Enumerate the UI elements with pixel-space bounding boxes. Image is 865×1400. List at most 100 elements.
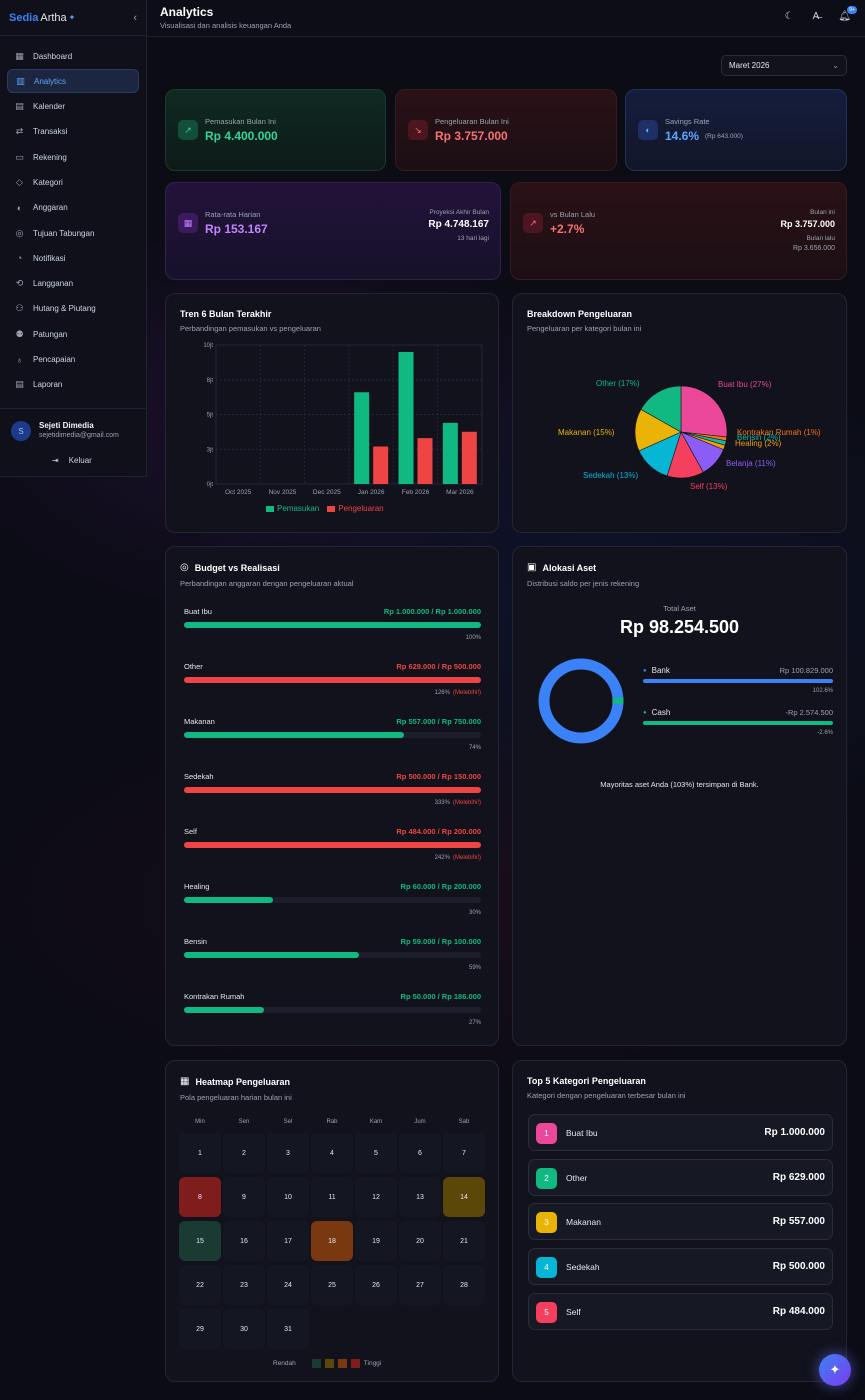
sidebar-item-anggaran[interactable]: ◐ Anggaran bbox=[7, 196, 139, 220]
total-assets-label: Total Aset bbox=[663, 604, 696, 613]
top-category-row[interactable]: 4 Sedekah Rp 500.000 bbox=[528, 1248, 833, 1286]
heatmap-day-cell[interactable]: 3 bbox=[267, 1133, 309, 1173]
budget-progress-track bbox=[184, 842, 481, 848]
top-category-row[interactable]: 3 Makanan Rp 557.000 bbox=[528, 1203, 833, 1241]
budget-percent-value: 100% bbox=[465, 635, 481, 641]
heatmap-day-cell[interactable]: 27 bbox=[399, 1265, 441, 1305]
heatmap-day-cell[interactable]: 17 bbox=[267, 1221, 309, 1261]
sidebar-item-analytics[interactable]: ▥ Analytics bbox=[7, 69, 139, 94]
sidebar-item-kategori[interactable]: ◇ Kategori bbox=[7, 170, 139, 194]
asset-dot-icon: ● bbox=[643, 709, 647, 716]
heatmap-day-cell[interactable]: 28 bbox=[443, 1265, 485, 1305]
language-icon[interactable]: A̶ bbox=[812, 11, 820, 22]
budget-row: Self Rp 484.000 / Rp 200.000 242% (Melebihi… bbox=[184, 827, 481, 861]
heatmap-day-cell[interactable]: 22 bbox=[179, 1265, 221, 1305]
heatmap-day-cell[interactable]: 14 bbox=[443, 1177, 485, 1217]
heatmap-day-cell[interactable]: 7 bbox=[443, 1133, 485, 1173]
heatmap-day-cell[interactable]: 5 bbox=[355, 1133, 397, 1173]
wallet-icon: ▭ bbox=[15, 151, 24, 162]
heatmap-title-text: Heatmap Pengeluaran bbox=[195, 1076, 290, 1087]
ai-assistant-button[interactable]: ✦ bbox=[819, 1354, 851, 1386]
asset-amount: Rp 100.829.000 bbox=[779, 666, 833, 675]
donut-bank-segment bbox=[538, 658, 624, 744]
top-category-name: Sedekah bbox=[566, 1262, 600, 1273]
collapse-sidebar-icon[interactable]: ‹ bbox=[133, 11, 137, 24]
budget-title-text: Budget vs Realisasi bbox=[194, 562, 280, 573]
top-category-row[interactable]: 5 Self Rp 484.000 bbox=[528, 1292, 833, 1330]
daily-average-value: Rp 153.167 bbox=[205, 222, 268, 236]
sidebar-item-kalender[interactable]: ▤ Kalender bbox=[7, 95, 139, 119]
heatmap-day-cell[interactable]: 18 bbox=[311, 1221, 353, 1261]
bar-pengeluaran[interactable] bbox=[461, 431, 477, 484]
heatmap-day-cell[interactable]: 26 bbox=[355, 1265, 397, 1305]
heatmap-day-cell[interactable]: 13 bbox=[399, 1177, 441, 1217]
theme-toggle-icon[interactable]: ☾ bbox=[784, 11, 794, 22]
top-category-amount: Rp 557.000 bbox=[772, 1216, 825, 1228]
heatmap-day-cell[interactable]: 19 bbox=[355, 1221, 397, 1261]
sidebar-item-hutang-piutang[interactable]: ⚇ Hutang & Piutang bbox=[7, 297, 139, 321]
bar-pengeluaran[interactable] bbox=[373, 446, 389, 484]
heatmap-day-cell[interactable]: 9 bbox=[223, 1177, 265, 1217]
heatmap-day-cell[interactable]: 21 bbox=[443, 1221, 485, 1261]
heatmap-day-cell[interactable]: 23 bbox=[223, 1265, 265, 1305]
pie-label: Other (17%) bbox=[596, 379, 640, 388]
bar-pemasukan[interactable] bbox=[354, 392, 370, 484]
heatmap-day-cell[interactable]: 1 bbox=[179, 1133, 221, 1173]
pie-slice[interactable] bbox=[640, 385, 682, 433]
top-category-row[interactable]: 1 Buat Ibu Rp 1.000.000 bbox=[528, 1114, 833, 1151]
income-label: Pemasukan Bulan Ini bbox=[205, 117, 276, 126]
bar-pemasukan[interactable] bbox=[398, 351, 414, 484]
sidebar-item-laporan[interactable]: ▤ Laporan bbox=[7, 373, 139, 397]
heatmap-day-cell[interactable]: 31 bbox=[267, 1309, 309, 1349]
budget-percent-value: 59% bbox=[468, 965, 481, 971]
heatmap-day-cell[interactable]: 15 bbox=[179, 1221, 221, 1261]
trend-chart-panel: Tren 6 Bulan Terakhir Perbandingan pemas… bbox=[165, 293, 499, 533]
bar-pemasukan[interactable] bbox=[442, 422, 458, 484]
user-profile[interactable]: S Sejeti Dimedia sejetidimedia@gmail.com… bbox=[0, 408, 146, 465]
sidebar-item-notifikasi[interactable]: ◔ Notifikasi bbox=[7, 246, 139, 270]
over-budget-label: (Melebihi!) bbox=[452, 690, 481, 696]
sidebar-item-transaksi[interactable]: ⇄ Transaksi bbox=[7, 120, 139, 144]
over-budget-label: (Melebihi!) bbox=[452, 855, 481, 861]
month-select[interactable]: Maret 2026 ⌄ bbox=[721, 55, 847, 76]
budget-percent-value: 126% bbox=[434, 690, 450, 696]
heatmap-day-cell[interactable]: 11 bbox=[311, 1177, 353, 1217]
heatmap-day-cell[interactable]: 4 bbox=[311, 1133, 353, 1173]
heatmap-subtitle: Pola pengeluaran harian bulan ini bbox=[180, 1093, 292, 1102]
budget-row: Other Rp 629.000 / Rp 500.000 126% (Melebih… bbox=[184, 662, 481, 696]
budget-row: Sedekah Rp 500.000 / Rp 150.000 333% (Meleb… bbox=[184, 772, 481, 806]
sidebar-item-dashboard[interactable]: ▦ Dashboard bbox=[7, 44, 139, 68]
pie-slice[interactable] bbox=[680, 385, 728, 438]
budget-category: Other bbox=[184, 662, 203, 671]
heatmap-day-cell[interactable]: 24 bbox=[267, 1265, 309, 1305]
heatmap-day-cell[interactable]: 30 bbox=[223, 1309, 265, 1349]
asset-title-text: Alokasi Aset bbox=[542, 562, 597, 573]
heatmap-day-cell[interactable]: 16 bbox=[223, 1221, 265, 1261]
budget-progress-fill bbox=[184, 952, 360, 958]
logout-button[interactable]: ⇥ Keluar bbox=[52, 456, 92, 465]
y-tick-label: 5jt bbox=[207, 413, 214, 419]
sidebar-item-label: Pencapaian bbox=[33, 355, 76, 365]
heatmap-day-cell[interactable]: 10 bbox=[267, 1177, 309, 1217]
heatmap-day-cell[interactable]: 25 bbox=[311, 1265, 353, 1305]
asset-percent: 102.6% bbox=[812, 688, 833, 694]
pie-label: Kontrakan Rumah (1%) bbox=[737, 428, 821, 437]
sidebar: Sedia Artha ✦ ‹ ▦ Dashboard ▥ Analytics ▤ Kal… bbox=[0, 0, 147, 477]
heatmap-day-cell[interactable]: 6 bbox=[399, 1133, 441, 1173]
sidebar-item-rekening[interactable]: ▭ Rekening bbox=[7, 145, 139, 169]
sidebar-item-tujuan-tabungan[interactable]: ◎ Tujuan Tabungan bbox=[7, 221, 139, 245]
asset-bar bbox=[643, 721, 833, 725]
sidebar-item-pencapaian[interactable]: ♁ Pencapaian bbox=[7, 348, 139, 372]
sidebar-item-langganan[interactable]: ⟲ Langganan bbox=[7, 272, 139, 296]
heatmap-day-cell[interactable]: 8 bbox=[179, 1177, 221, 1217]
expense-label: Pengeluaran Bulan Ini bbox=[435, 117, 509, 126]
heatmap-day-cell[interactable]: 20 bbox=[399, 1221, 441, 1261]
heatmap-day-cell[interactable]: 29 bbox=[179, 1309, 221, 1349]
heatmap-day-cell[interactable]: 12 bbox=[355, 1177, 397, 1217]
breakdown-title: Breakdown Pengeluaran bbox=[527, 309, 633, 319]
notification-bell-icon[interactable]: 🔔︎ 9+ bbox=[838, 6, 857, 22]
sidebar-item-patungan[interactable]: ⚉ Patungan bbox=[7, 322, 139, 346]
bar-pengeluaran[interactable] bbox=[417, 438, 433, 484]
top-category-row[interactable]: 2 Other Rp 629.000 bbox=[528, 1158, 833, 1196]
heatmap-day-cell[interactable]: 2 bbox=[223, 1133, 265, 1173]
